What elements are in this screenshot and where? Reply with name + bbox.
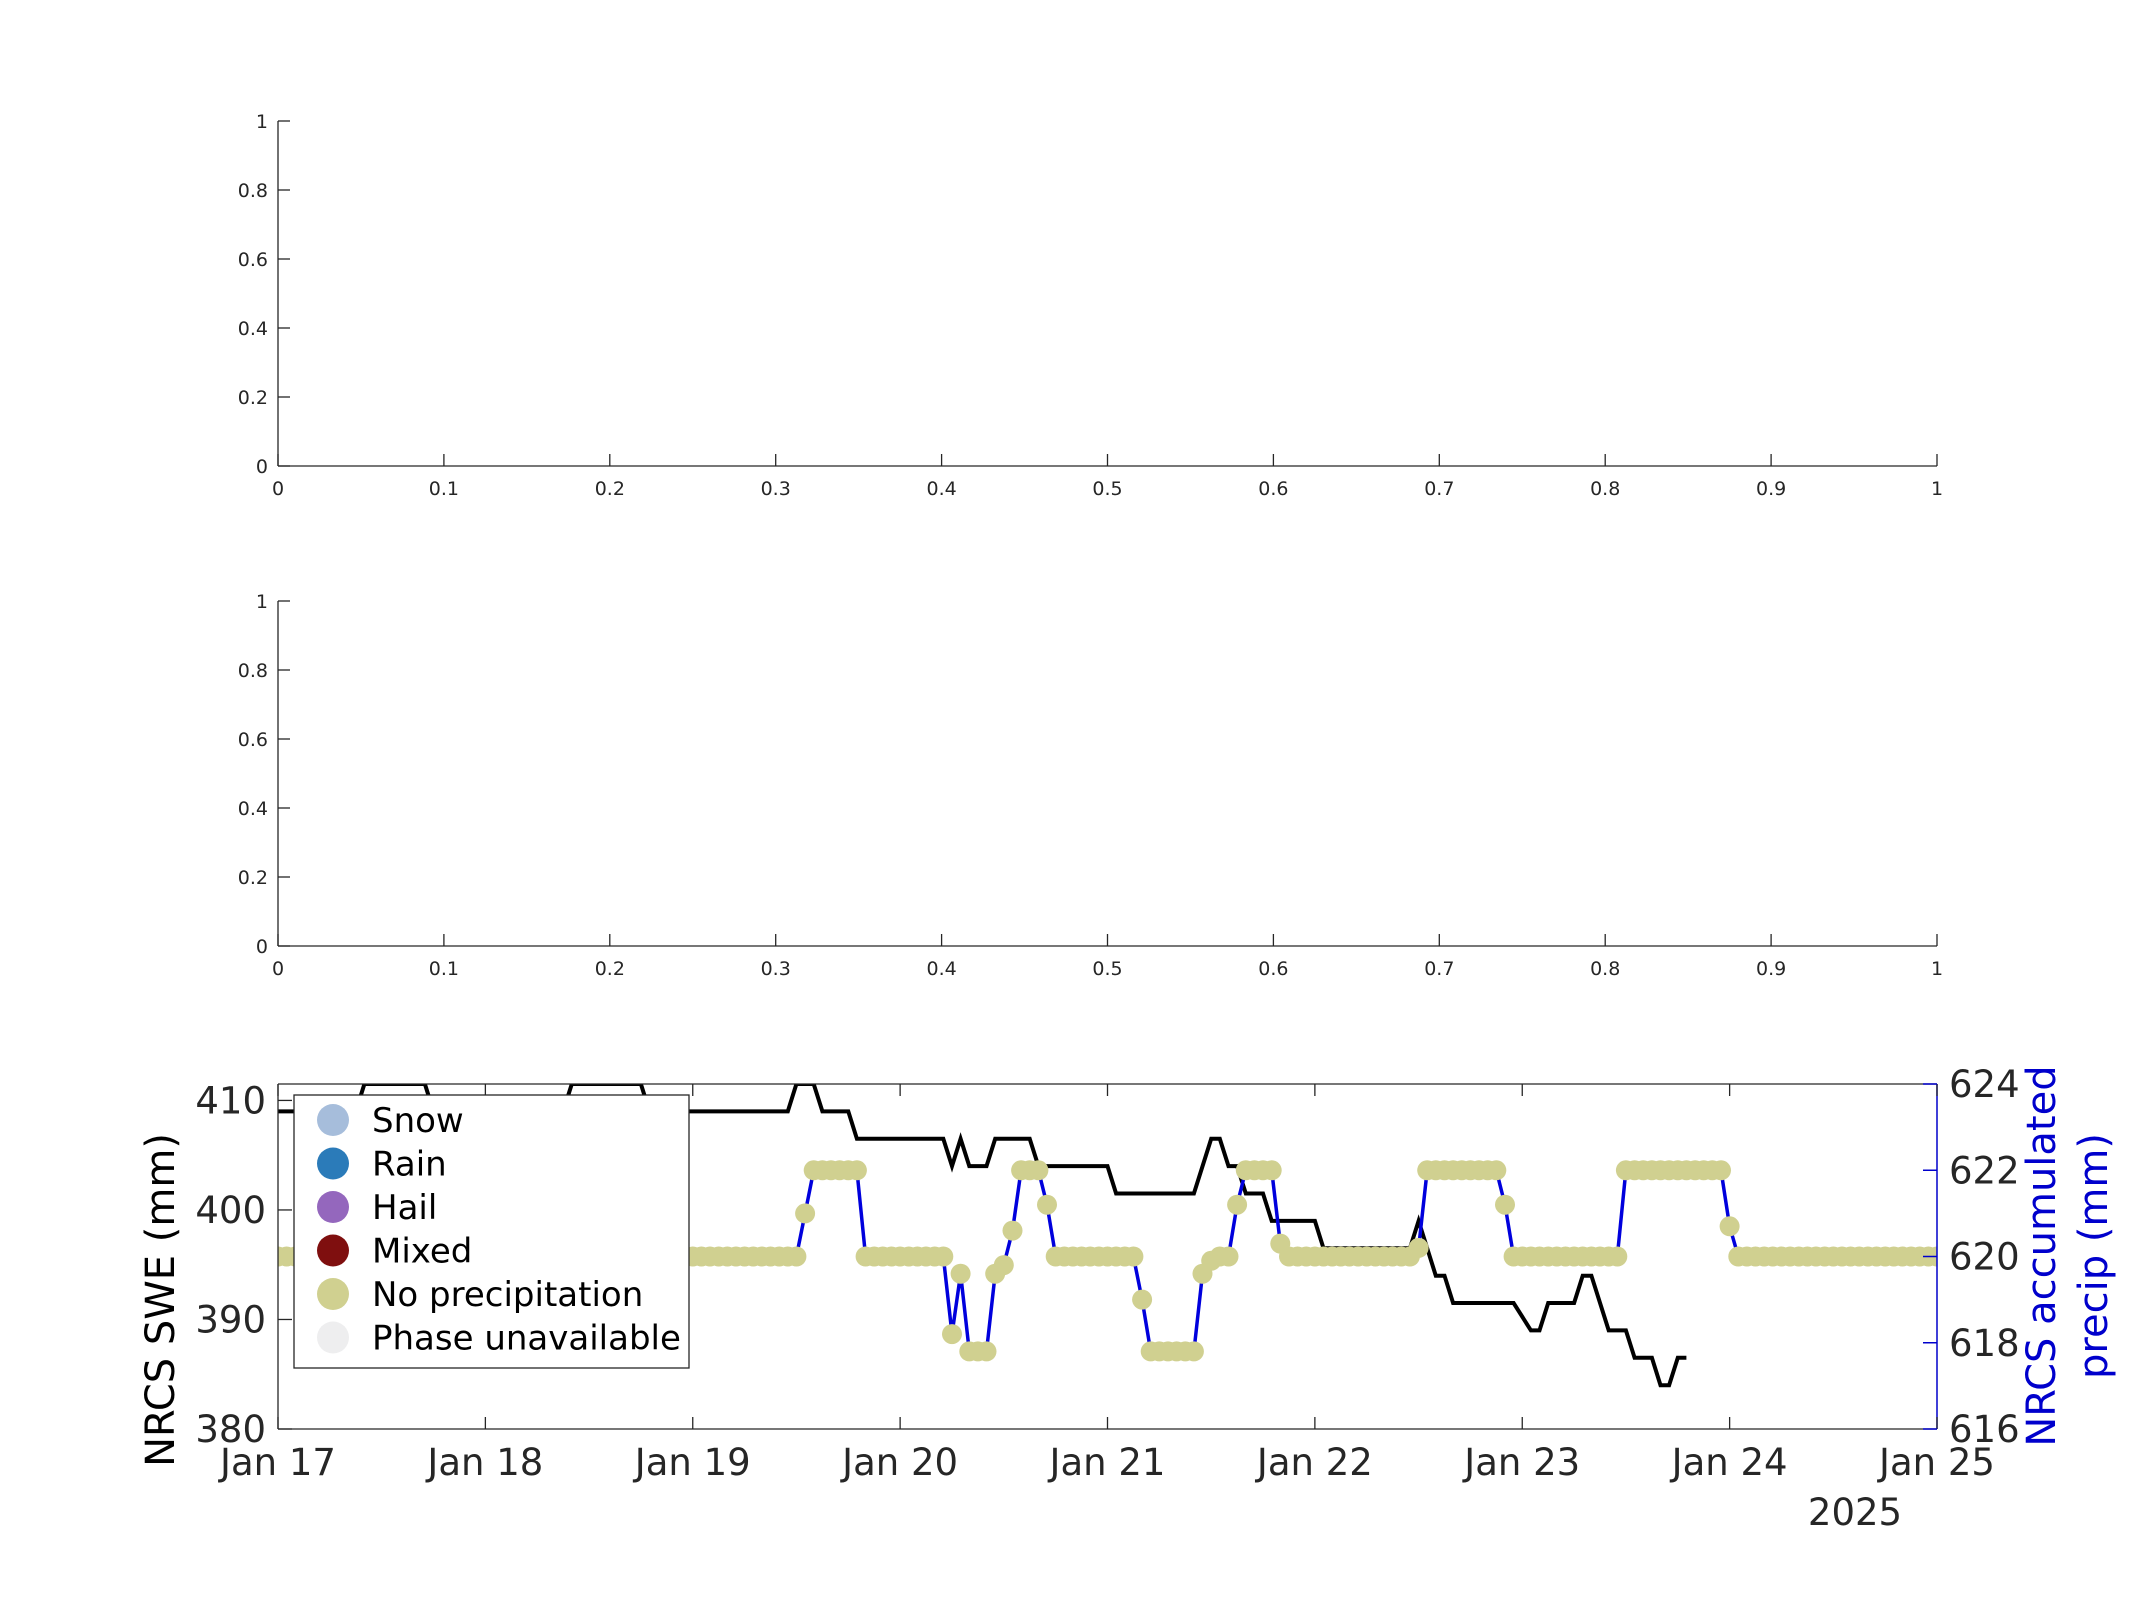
x-tick-label: 0.2 (595, 478, 625, 500)
precip-point (1495, 1194, 1515, 1215)
y-axis-label-right-line1: NRCS accumulated (2019, 1065, 2065, 1446)
x-tick-label: 0.1 (429, 478, 459, 500)
x-tick-label: 0.7 (1424, 958, 1454, 980)
precip-point (993, 1255, 1014, 1276)
precip-point (1227, 1194, 1248, 1215)
precip-point (1028, 1160, 1049, 1181)
legend-label: Phase unavailable (372, 1319, 681, 1359)
precip-point (1711, 1160, 1731, 1181)
x-tick-label: 0 (272, 958, 284, 980)
y-tick-label-right: 622 (1949, 1149, 2020, 1192)
legend-box (293, 1094, 690, 1369)
x-tick-label: 0.6 (1258, 958, 1288, 980)
y-tick-label: 0.4 (238, 318, 268, 340)
y-tick-label: 1 (256, 111, 268, 133)
legend-label: No precipitation (372, 1275, 643, 1315)
y-tick-label: 0 (256, 936, 268, 958)
top-empty-axes: 0 0.1 0.2 0.3 0.4 0.5 0.6 0.7 0.8 0.9 1 0 0.2 0.4 0.6 0… (238, 111, 1943, 500)
x-tick-label: 1 (1931, 958, 1943, 980)
precip-point (950, 1263, 971, 1284)
x-tick-label: 0.1 (429, 958, 459, 980)
y-tick-label: 0.6 (238, 249, 268, 271)
precip-point (1002, 1220, 1023, 1241)
legend-marker (317, 1321, 349, 1354)
x-tick-label: 0.8 (1590, 478, 1620, 500)
y-tick-label-right: 620 (1949, 1236, 2020, 1279)
x-tick-label: Jan 18 (425, 1441, 543, 1484)
x-tick-label: Jan 23 (1462, 1441, 1580, 1484)
x-tick-label: 0.2 (595, 958, 625, 980)
y-tick-label-left: 380 (195, 1408, 266, 1451)
precip-point (786, 1246, 807, 1267)
legend-marker (317, 1191, 349, 1223)
precip-point (846, 1160, 867, 1181)
x-tick-label: 1 (1931, 478, 1943, 500)
y-tick-label: 0.2 (238, 387, 268, 409)
y-axis-label-left: NRCS SWE (mm) (138, 1133, 184, 1467)
precip-point (933, 1246, 954, 1267)
precip-point (1218, 1246, 1239, 1267)
x-tick-label: 0.4 (926, 478, 956, 500)
y-axis-label-right-line2: precip (mm) (2071, 1133, 2117, 1379)
x-tick-label: 0.5 (1092, 958, 1122, 980)
legend-marker (317, 1234, 349, 1267)
y-tick-label-left: 400 (195, 1189, 266, 1232)
legend-marker (317, 1278, 349, 1310)
x-tick-label: 0.9 (1756, 958, 1786, 980)
precip-point (1719, 1216, 1740, 1237)
x-tick-label: 0.9 (1756, 478, 1786, 500)
precip-point (1183, 1341, 1204, 1362)
precip-point (1486, 1160, 1507, 1181)
y-tick-label: 1 (256, 591, 268, 613)
x-tick-label: Jan 24 (1670, 1441, 1788, 1484)
precip-point (976, 1341, 997, 1362)
y-tick-label-left: 390 (195, 1298, 266, 1341)
precip-point (1132, 1289, 1153, 1310)
y-tick-label: 0.6 (238, 729, 268, 751)
y-tick-label: 0.8 (238, 180, 268, 202)
legend-marker (317, 1147, 349, 1180)
x-tick-label: 0.6 (1258, 478, 1288, 500)
x-tick-label: Jan 17 (218, 1441, 336, 1484)
precip-point (942, 1324, 962, 1345)
x-tick-label: 0.3 (761, 958, 791, 980)
precip-point (795, 1203, 816, 1224)
precip-point (1261, 1160, 1282, 1181)
y-tick-label: 0 (256, 456, 268, 478)
swe-line (278, 1084, 1687, 1388)
y-tick-label-left: 410 (195, 1079, 266, 1122)
swe-precip-axes: Jan 17 Jan 18 Jan 19 Jan 20 Jan 21 Jan 22 Jan … (138, 1063, 2117, 1534)
y-axis-label-right: NRCS accumulated precip (mm) (2019, 1065, 2117, 1446)
x-tick-label: Jan 25 (1877, 1441, 1995, 1484)
precip-point (1123, 1246, 1144, 1267)
legend-label: Snow (372, 1101, 464, 1141)
x-tick-label: 0.5 (1092, 478, 1122, 500)
y-tick-label-right: 624 (1949, 1063, 2020, 1106)
x-axis-year-label: 2025 (1808, 1491, 1902, 1534)
x-tick-label: Jan 20 (840, 1441, 958, 1484)
x-tick-label: 0 (272, 478, 284, 500)
x-tick-label: Jan 19 (633, 1441, 751, 1484)
legend-label: Mixed (372, 1232, 472, 1272)
x-tick-label: Jan 22 (1255, 1441, 1373, 1484)
precip-point (1037, 1194, 1057, 1215)
y-tick-label: 0.4 (238, 798, 268, 820)
y-tick-label-right: 618 (1949, 1322, 2020, 1365)
x-tick-label: 0.3 (761, 478, 791, 500)
y-tick-label: 0.8 (238, 660, 268, 682)
y-tick-label: 0.2 (238, 867, 268, 889)
legend-label: Hail (372, 1188, 437, 1228)
precip-point (1607, 1246, 1628, 1267)
legend-label: Rain (372, 1145, 447, 1185)
precip-point (1408, 1237, 1429, 1258)
x-tick-label: 0.7 (1424, 478, 1454, 500)
middle-empty-axes: 0 0.1 0.2 0.3 0.4 0.5 0.6 0.7 0.8 0.9 1 0 0.2 0.4 0.6 0… (238, 591, 1943, 980)
x-tick-label: 0.4 (926, 958, 956, 980)
x-tick-label: 0.8 (1590, 958, 1620, 980)
x-tick-label: Jan 21 (1048, 1441, 1166, 1484)
legend-marker (317, 1104, 349, 1136)
y-tick-label-right: 616 (1949, 1408, 2020, 1451)
